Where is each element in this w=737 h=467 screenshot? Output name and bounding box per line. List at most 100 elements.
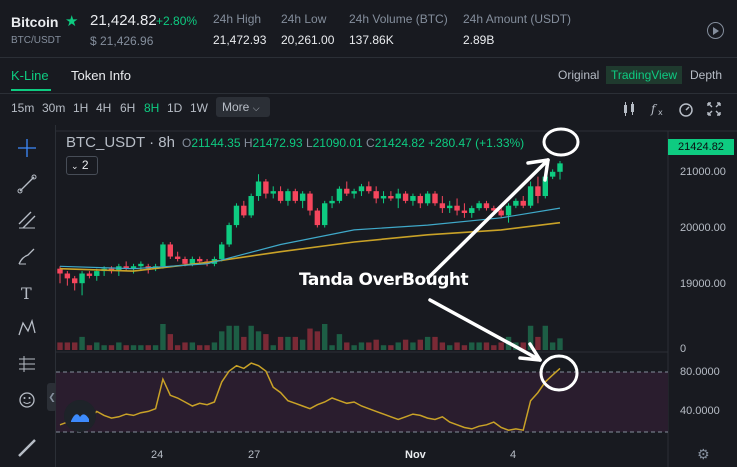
- play-video-icon[interactable]: [707, 22, 724, 39]
- view-depth[interactable]: Depth: [690, 68, 723, 82]
- candle-body: [351, 191, 357, 194]
- candle-body: [535, 186, 541, 197]
- volume-axis-label: 0: [680, 343, 687, 355]
- view-tradingview[interactable]: TradingView: [606, 66, 683, 84]
- volume-bar: [197, 345, 203, 350]
- interval-30m[interactable]: 30m: [42, 101, 66, 115]
- volume-bar: [447, 345, 453, 350]
- interval-1d[interactable]: 1D: [167, 101, 183, 115]
- volume-bar: [174, 345, 181, 350]
- stat-value: 137.86K: [349, 33, 394, 47]
- annotation-arrow-down: [428, 298, 542, 362]
- ruler-icon[interactable]: [16, 437, 38, 459]
- stat-24h-amount: 24h Amount (USDT) 2.89B: [463, 12, 571, 47]
- candle-body: [64, 273, 71, 279]
- candle-body: [395, 193, 401, 199]
- candle-body: [344, 188, 350, 194]
- gear-icon[interactable]: ⚙: [697, 446, 710, 462]
- legend-change: +280.47 (+1.33%): [428, 136, 525, 150]
- volume-bar: [123, 345, 129, 350]
- fullscreen-icon[interactable]: [706, 101, 722, 117]
- volume-bar: [86, 345, 93, 350]
- interval-15m[interactable]: 15m: [11, 101, 35, 115]
- trend-line-icon[interactable]: [16, 173, 38, 195]
- emoji-icon[interactable]: [16, 389, 38, 411]
- interval-6h[interactable]: 6H: [120, 101, 136, 115]
- stat-value: 20,261.00: [281, 33, 335, 47]
- indicator-toggle-button[interactable]: ⌄ 2: [66, 156, 98, 175]
- volume-bar: [241, 336, 247, 350]
- volume-bar: [72, 342, 78, 350]
- collapse-toolbar-button[interactable]: ❮: [47, 383, 57, 411]
- candle-body: [182, 258, 188, 264]
- candle-body: [292, 191, 298, 201]
- formula-icon[interactable]: f x: [650, 101, 666, 117]
- candle-body: [86, 273, 93, 276]
- volume-bar: [167, 334, 173, 350]
- ticker-header: Bitcoin ★ BTC/USDT 21,424.82 +2.80% $ 21…: [0, 0, 737, 58]
- stat-label: 24h Volume (BTC): [349, 12, 448, 26]
- volume-bar: [211, 342, 218, 350]
- pair-name[interactable]: Bitcoin: [11, 14, 59, 30]
- interval-1w[interactable]: 1W: [190, 101, 208, 115]
- high-value: 21472.93: [252, 136, 303, 150]
- candle-body: [57, 268, 63, 274]
- measure-icon[interactable]: [16, 353, 38, 375]
- candle-body: [358, 186, 365, 192]
- candle-body: [432, 193, 438, 204]
- volume-bar: [542, 325, 548, 350]
- text-tool-icon[interactable]: T: [16, 281, 38, 303]
- stat-value: 21,472.93: [213, 33, 267, 47]
- tab-kline[interactable]: K-Line: [11, 68, 49, 83]
- volume-bar: [329, 345, 335, 350]
- volume-bar: [380, 345, 387, 350]
- candle-body: [248, 196, 254, 216]
- svg-text:x: x: [658, 108, 663, 117]
- tab-token-info[interactable]: Token Info: [71, 68, 131, 83]
- candlestick-chart[interactable]: [56, 125, 737, 467]
- volume-bar: [410, 342, 416, 350]
- indicators-icon[interactable]: [621, 101, 637, 117]
- volume-bar: [79, 336, 85, 350]
- candle-body: [233, 205, 240, 226]
- candle-body: [255, 181, 262, 197]
- candle-body: [197, 258, 203, 262]
- volume-bar: [498, 342, 504, 350]
- channel-icon[interactable]: [16, 209, 38, 231]
- brush-icon[interactable]: [16, 245, 38, 267]
- annotation-arrowhead-down: [518, 342, 542, 362]
- interval-8h[interactable]: 8H: [144, 101, 160, 115]
- volume-bar: [483, 342, 490, 350]
- volume-bars: [57, 324, 563, 350]
- close-value: 21424.82: [374, 136, 425, 150]
- interval-1h[interactable]: 1H: [73, 101, 89, 115]
- candle-body: [285, 191, 291, 201]
- volume-bar: [535, 336, 541, 350]
- candle-body: [307, 193, 313, 211]
- favorite-star-icon[interactable]: ★: [65, 13, 79, 30]
- close-key: C: [366, 136, 375, 150]
- chevron-down-icon: ⌵: [252, 103, 260, 113]
- more-intervals-button[interactable]: More ⌵: [216, 97, 270, 117]
- pattern-icon[interactable]: [16, 317, 38, 339]
- candle-body: [263, 181, 269, 194]
- volume-bar: [476, 342, 482, 350]
- candle-body: [454, 205, 460, 211]
- crosshair-icon[interactable]: [16, 137, 38, 159]
- chart-symbol: BTC_USDT · 8h: [66, 134, 175, 151]
- rsi-line: [59, 362, 561, 432]
- candle-body: [461, 210, 468, 213]
- candle-body: [336, 188, 343, 201]
- volume-bar: [417, 339, 423, 350]
- volume-bar: [557, 338, 563, 350]
- volume-bar: [461, 345, 468, 350]
- speedometer-icon[interactable]: [678, 101, 694, 117]
- volume-bar: [395, 342, 401, 350]
- stat-label: 24h Low: [281, 12, 327, 26]
- stat-label: 24h High: [213, 12, 262, 26]
- candle-body: [410, 196, 416, 201]
- interval-4h[interactable]: 4H: [96, 101, 112, 115]
- view-original[interactable]: Original: [558, 68, 600, 82]
- candle-body: [226, 225, 232, 245]
- volume-bar: [226, 325, 232, 350]
